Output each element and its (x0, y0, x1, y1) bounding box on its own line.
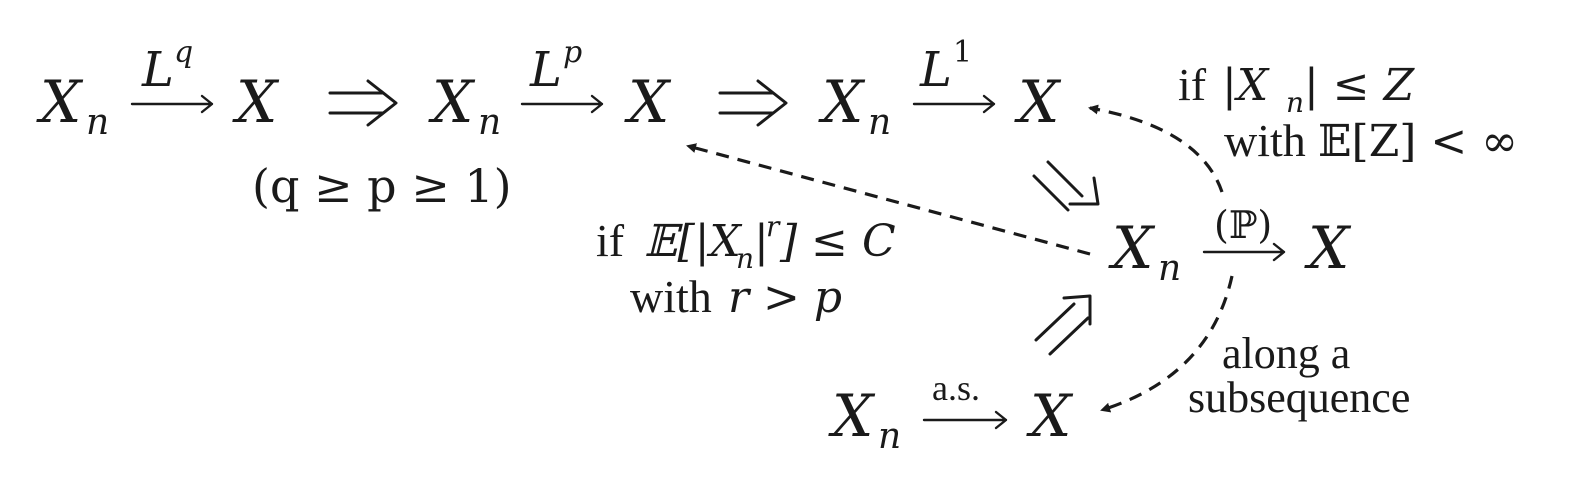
dom-expr: |X (1222, 60, 1270, 111)
arrow-lq-label-sup: q (174, 35, 193, 70)
ui-expr-r: r (766, 210, 781, 243)
node-l1: X n (818, 68, 891, 143)
ui-expr-end: | (754, 216, 769, 267)
ui-condition: if 𝔼[|X n | r ] ≤ C with r > p (596, 210, 896, 323)
ui-if: if (596, 215, 625, 266)
ui-with: with (630, 271, 712, 322)
dashed-arrow-prob-to-l1 (1088, 104, 1224, 193)
node-x-as: X (1026, 382, 1074, 450)
dashed-arrow-prob-to-lp (686, 143, 1091, 256)
arrow-as-label: a.s. (932, 368, 980, 408)
node-x-lq: X (232, 68, 280, 136)
implies-l1-to-prob (1032, 160, 1100, 212)
dom-expr-sub: n (1286, 86, 1304, 119)
arrow-l1-line (912, 94, 996, 114)
arrow-lp-line (520, 94, 604, 114)
lq-condition: (q ≥ p ≥ 1) (252, 159, 512, 213)
arrow-lp-label-sup: p (563, 35, 582, 70)
dom-if: if (1178, 59, 1207, 110)
dom-expr-tail: | ≤ Z (1304, 60, 1416, 111)
implies-arrow-3 (1032, 160, 1100, 212)
node-xn-as-subscript: n (878, 416, 901, 457)
node-x-prob: X (1304, 214, 1352, 282)
dom-tail: 𝔼[Z] < ∞ (1318, 116, 1518, 167)
domination-condition: if |X n | ≤ Z with 𝔼[Z] < ∞ (1178, 59, 1518, 167)
node-prob: X n (1108, 214, 1181, 289)
dashed-arrow-prob-to-as (1100, 275, 1234, 413)
arrow-prob-label: (ℙ) (1214, 203, 1272, 247)
arrow-lp-label-base: L (529, 42, 562, 98)
subseq-line1: along a (1222, 329, 1350, 378)
arrow-as: a.s. (922, 368, 1008, 430)
node-lq: X n (36, 68, 109, 143)
node-x-lp: X (624, 68, 672, 136)
ui-r-gt-p: r > p (728, 272, 842, 323)
arrow-as-line (922, 410, 1008, 430)
arrow-lq-line (130, 94, 214, 114)
ui-expr-sub: n (736, 242, 754, 275)
arrow-lq: L q (130, 35, 214, 114)
dom-with: with (1224, 115, 1306, 166)
arrow-l1: L 1 (912, 35, 996, 114)
arrow-prob: (ℙ) (1202, 203, 1286, 262)
node-xn-l1-subscript: n (868, 102, 891, 143)
node-xn-l1: X (818, 68, 866, 136)
subseq-line2: subsequence (1188, 373, 1410, 422)
node-as: X n (828, 382, 901, 457)
implies-as-to-prob (1034, 294, 1092, 356)
node-xn-lq-subscript: n (86, 102, 109, 143)
node-x-l1: X (1014, 68, 1062, 136)
arrow-lq-label-base: L (141, 42, 174, 98)
arrow-lp: L p (520, 35, 604, 114)
node-xn-as: X (828, 382, 876, 450)
node-lp: X n (428, 68, 501, 143)
node-xn-prob-subscript: n (1158, 248, 1181, 289)
node-xn-lq: X (36, 68, 84, 136)
ui-expr-tail: ] ≤ C (779, 216, 896, 267)
arrow-l1-label-sup: 1 (953, 35, 972, 70)
arrow-prob-line (1202, 242, 1286, 262)
node-xn-lp: X (428, 68, 476, 136)
node-xn-prob: X (1108, 214, 1156, 282)
ui-expr: 𝔼[|X (644, 216, 743, 267)
implies-arrow-4 (1034, 294, 1092, 356)
implies-lp-l1 (718, 79, 788, 127)
implies-lq-lp (328, 79, 398, 127)
implies-arrow-1 (328, 79, 398, 127)
subsequence-label: along a subsequence (1188, 329, 1410, 422)
implies-arrow-2 (718, 79, 788, 127)
node-xn-lp-subscript: n (478, 102, 501, 143)
arrow-l1-label-base: L (919, 42, 952, 98)
